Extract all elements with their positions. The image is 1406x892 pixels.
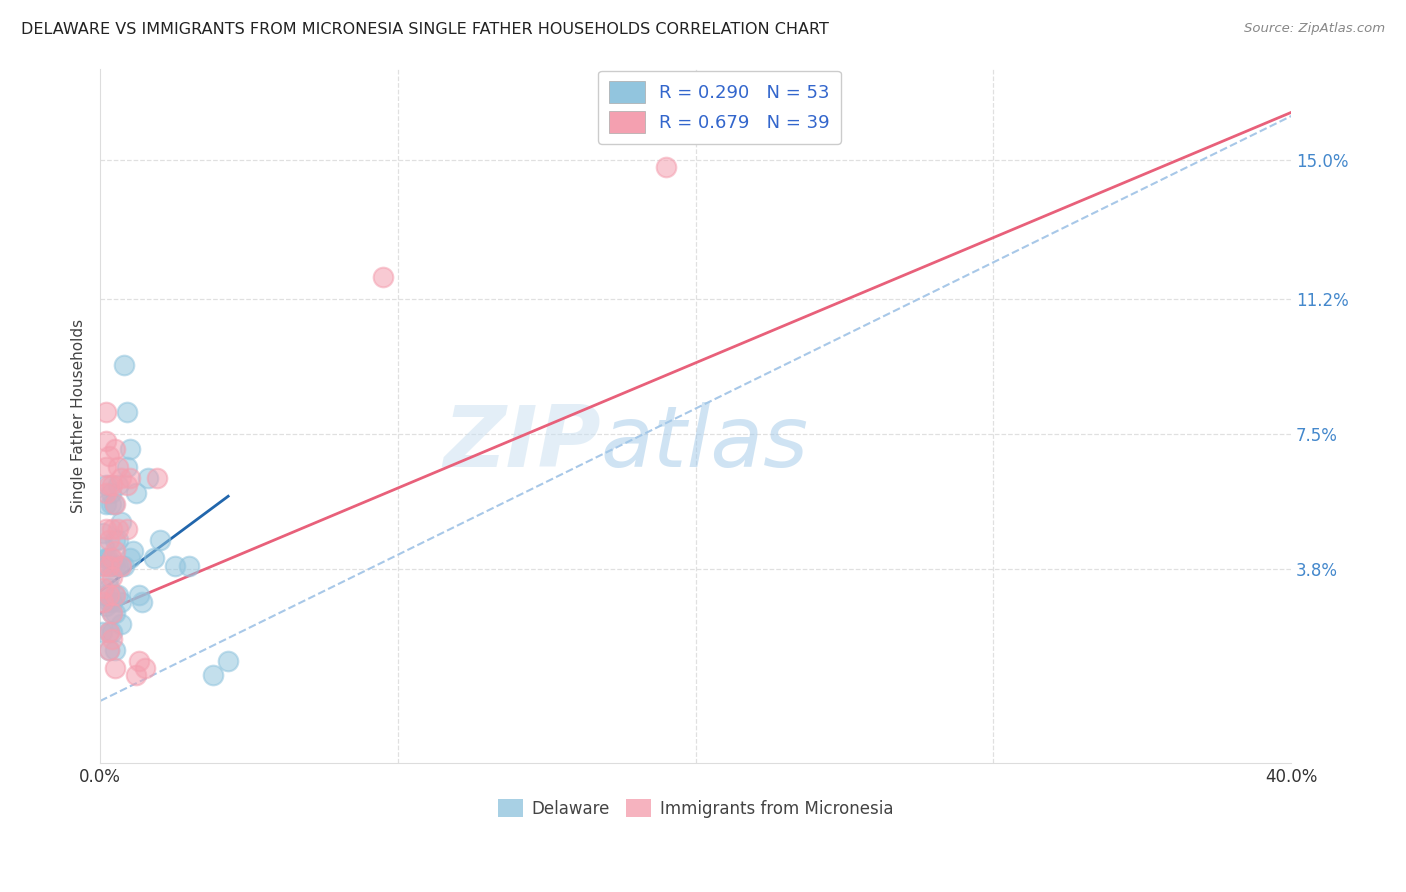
Point bbox=[128, 588, 150, 602]
Point bbox=[98, 642, 121, 657]
Point bbox=[98, 478, 121, 492]
Point bbox=[179, 558, 201, 573]
Point bbox=[104, 606, 127, 620]
Point bbox=[149, 533, 172, 548]
Point bbox=[112, 558, 135, 573]
Point bbox=[115, 405, 138, 419]
Point bbox=[122, 544, 145, 558]
Point bbox=[98, 624, 121, 639]
Point bbox=[98, 624, 121, 639]
Point bbox=[104, 588, 127, 602]
Legend: Delaware, Immigrants from Micronesia: Delaware, Immigrants from Micronesia bbox=[492, 793, 900, 824]
Point bbox=[94, 460, 117, 475]
Point bbox=[110, 558, 132, 573]
Point bbox=[110, 471, 132, 485]
Point bbox=[134, 661, 156, 675]
Point bbox=[104, 497, 127, 511]
Point bbox=[217, 654, 239, 668]
Point bbox=[90, 624, 112, 639]
Point bbox=[110, 558, 132, 573]
Point bbox=[104, 558, 127, 573]
Point bbox=[107, 588, 129, 602]
Point bbox=[107, 558, 129, 573]
Point bbox=[110, 595, 132, 609]
Point bbox=[94, 551, 117, 566]
Point bbox=[107, 460, 129, 475]
Point bbox=[100, 497, 122, 511]
Point bbox=[101, 570, 124, 584]
Point bbox=[112, 358, 135, 372]
Point bbox=[94, 497, 117, 511]
Text: Source: ZipAtlas.com: Source: ZipAtlas.com bbox=[1244, 22, 1385, 36]
Point bbox=[94, 558, 117, 573]
Point bbox=[107, 522, 129, 536]
Point bbox=[125, 485, 148, 500]
Point bbox=[118, 551, 141, 566]
Text: DELAWARE VS IMMIGRANTS FROM MICRONESIA SINGLE FATHER HOUSEHOLDS CORRELATION CHAR: DELAWARE VS IMMIGRANTS FROM MICRONESIA S… bbox=[21, 22, 830, 37]
Point bbox=[118, 442, 141, 456]
Point bbox=[131, 595, 153, 609]
Point bbox=[104, 661, 127, 675]
Point bbox=[91, 558, 114, 573]
Point bbox=[136, 471, 159, 485]
Point bbox=[93, 541, 115, 555]
Point bbox=[371, 269, 394, 284]
Point bbox=[128, 654, 150, 668]
Point bbox=[115, 522, 138, 536]
Point bbox=[118, 471, 141, 485]
Point bbox=[94, 485, 117, 500]
Point bbox=[101, 632, 124, 646]
Point bbox=[115, 478, 138, 492]
Point bbox=[101, 606, 124, 620]
Point bbox=[104, 642, 127, 657]
Text: ZIP: ZIP bbox=[443, 402, 600, 485]
Point bbox=[145, 471, 167, 485]
Point bbox=[98, 558, 121, 573]
Point bbox=[103, 497, 125, 511]
Point bbox=[101, 595, 124, 609]
Point bbox=[98, 595, 121, 609]
Point bbox=[101, 551, 124, 566]
Point bbox=[98, 570, 121, 584]
Point bbox=[142, 551, 165, 566]
Point bbox=[104, 533, 127, 548]
Point bbox=[98, 533, 121, 548]
Text: atlas: atlas bbox=[600, 402, 808, 485]
Point bbox=[110, 515, 132, 529]
Point bbox=[98, 642, 121, 657]
Point bbox=[110, 617, 132, 632]
Point bbox=[98, 581, 121, 595]
Point bbox=[97, 551, 120, 566]
Point bbox=[202, 668, 225, 682]
Point bbox=[91, 581, 114, 595]
Point bbox=[100, 485, 122, 500]
Point bbox=[101, 624, 124, 639]
Point bbox=[91, 595, 114, 609]
Point bbox=[104, 588, 127, 602]
Point bbox=[93, 588, 115, 602]
Point bbox=[91, 525, 114, 540]
Point bbox=[107, 533, 129, 548]
Point bbox=[104, 442, 127, 456]
Point bbox=[100, 551, 122, 566]
Point bbox=[107, 478, 129, 492]
Point bbox=[104, 544, 127, 558]
Point bbox=[98, 449, 121, 463]
Point bbox=[94, 434, 117, 449]
Point bbox=[94, 405, 117, 419]
Point bbox=[655, 160, 678, 174]
Point bbox=[94, 599, 117, 613]
Point bbox=[94, 522, 117, 536]
Point bbox=[101, 522, 124, 536]
Point bbox=[101, 478, 124, 492]
Point bbox=[94, 478, 117, 492]
Point bbox=[101, 606, 124, 620]
Point bbox=[163, 558, 186, 573]
Y-axis label: Single Father Households: Single Father Households bbox=[72, 318, 86, 513]
Point bbox=[115, 460, 138, 475]
Point bbox=[101, 558, 124, 573]
Point bbox=[98, 588, 121, 602]
Point bbox=[125, 668, 148, 682]
